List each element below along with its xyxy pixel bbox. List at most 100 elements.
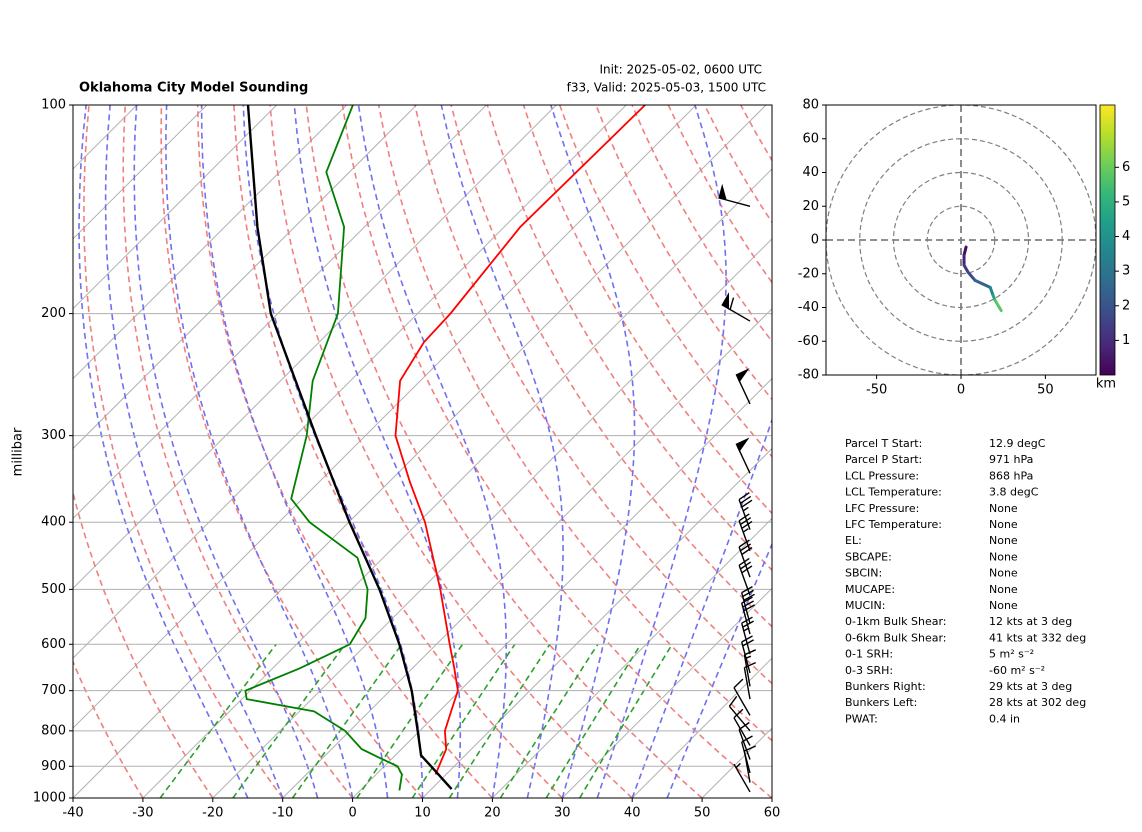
parameter-label: 0-3 SRH:: [845, 664, 893, 677]
barb-shape: [738, 557, 753, 596]
x-tick-label: -30: [132, 806, 153, 821]
dry-adiabat: [196, 105, 493, 798]
profile-line: [244, 105, 403, 791]
y-tick-label: 200: [41, 306, 66, 321]
parameter-label: EL:: [845, 534, 862, 547]
y-tick-label: 800: [41, 723, 66, 738]
y-tick-label: 700: [41, 683, 66, 698]
parameter-value: 12.9 degC: [989, 437, 1046, 450]
y-tick-label: -80: [798, 368, 819, 383]
colorbar-label: km: [1096, 377, 1116, 392]
parameter-value: 41 kts at 332 deg: [989, 631, 1086, 644]
parameter-label: Bunkers Left:: [845, 696, 917, 709]
y-tick-label: 20: [802, 199, 819, 214]
parameter-label: LCL Pressure:: [845, 469, 919, 482]
moist-adiabat: [104, 105, 284, 798]
parameter-label: SBCIN:: [845, 567, 882, 580]
barb-shape: [743, 745, 756, 783]
parameter-value: None: [989, 518, 1018, 531]
parameter-label: MUCAPE:: [845, 583, 895, 596]
isotherm: [422, 447, 772, 798]
hodograph-background: [826, 105, 1096, 375]
parameter-label: SBCAPE:: [845, 550, 892, 563]
hodograph-segment: [966, 270, 977, 282]
isotherm: [561, 587, 772, 798]
parameter-label: LFC Pressure:: [845, 502, 919, 515]
dry-adiabat: [341, 105, 772, 798]
isotherm: [73, 105, 487, 520]
isotherm: [492, 517, 772, 798]
isotherm: [73, 105, 557, 590]
y-tick-label: 60: [802, 131, 819, 146]
profile-line: [394, 105, 646, 775]
wind-barb: [733, 678, 751, 716]
wind-barb: [741, 616, 754, 655]
mixing-ratio-line: [545, 643, 642, 798]
wind-barb: [721, 292, 751, 322]
hodograph-segment: [993, 298, 1003, 313]
y-tick-label: 300: [41, 428, 66, 443]
parameter-label: Parcel P Start:: [845, 453, 922, 466]
parameter-value: 5 m² s⁻²: [989, 648, 1034, 661]
x-tick-label: 50: [694, 806, 711, 821]
moist-adiabat: [293, 105, 462, 798]
dry-adiabat: [160, 105, 424, 798]
isotherm: [73, 105, 417, 450]
barb-shape: [741, 596, 755, 635]
barb-shape: [741, 616, 754, 655]
dry-adiabat: [269, 105, 633, 798]
y-tick-label: 0: [811, 233, 819, 248]
colorbar: [1099, 104, 1116, 376]
barb-shape: [738, 721, 751, 760]
y-tick-label: -40: [798, 300, 819, 315]
x-tick-label: 60: [764, 806, 781, 821]
wind-barb: [735, 437, 751, 474]
parameter-label: Bunkers Right:: [845, 680, 926, 693]
wind-barb: [735, 368, 751, 405]
parameter-value: -60 m² s⁻²: [989, 664, 1045, 677]
parameter-label: PWAT:: [845, 712, 878, 725]
isotherm: [73, 105, 697, 729]
wind-barb: [741, 596, 755, 635]
wind-barb: [741, 635, 754, 674]
parameter-label: Parcel T Start:: [845, 437, 922, 450]
profile-line: [246, 105, 453, 790]
moist-adiabat: [78, 105, 249, 798]
parameter-value: 29 kts at 3 deg: [989, 680, 1072, 693]
isotherm: [73, 105, 208, 240]
barb-shape: [743, 649, 756, 687]
dry-adiabat: [522, 105, 772, 515]
parameter-label: 0-6km Bulk Shear:: [845, 631, 947, 644]
parameter-value: 0.4 in: [989, 712, 1020, 725]
y-tick-label: 500: [41, 582, 66, 597]
wind-barb: [733, 762, 751, 793]
dry-adiabat: [414, 105, 772, 685]
y-tick-label: 80: [802, 98, 819, 113]
wind-barb: [718, 183, 751, 207]
isotherm: [282, 307, 772, 798]
parameter-value: None: [989, 599, 1018, 612]
wind-barb: [738, 513, 753, 552]
moist-adiabat: [631, 417, 772, 798]
barb-shape: [733, 762, 751, 793]
x-tick-label: -50: [866, 383, 887, 398]
isotherm: [212, 238, 772, 798]
colorbar-tick-label: 4: [1122, 229, 1130, 244]
hodograph-segment: [973, 278, 992, 289]
moist-adiabat: [440, 105, 564, 798]
moist-adiabat: [165, 105, 354, 798]
barb-shape: [733, 678, 751, 716]
wind-barb: [743, 649, 756, 687]
wind-barb: [743, 661, 756, 700]
barb-shape: [733, 708, 751, 746]
dry-adiabat: [122, 105, 354, 798]
chart-title: Oklahoma City Model Sounding: [79, 81, 308, 96]
barb-shape: [718, 183, 751, 207]
dry-adiabat: [305, 105, 703, 798]
wind-barb: [728, 695, 751, 732]
x-tick-label: 40: [624, 806, 641, 821]
parameter-value: None: [989, 550, 1018, 563]
moist-adiabat: [357, 105, 508, 798]
